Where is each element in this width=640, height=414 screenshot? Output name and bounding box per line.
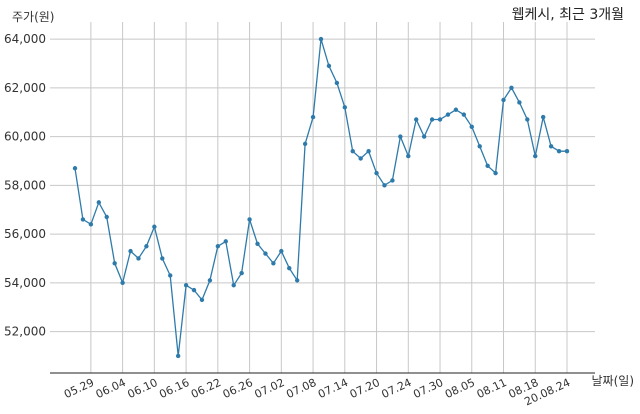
y-tick-label: 58,000 — [4, 178, 46, 192]
data-point — [318, 36, 324, 42]
data-point — [398, 134, 403, 139]
data-point — [160, 256, 165, 261]
data-point — [548, 144, 554, 149]
data-point — [501, 97, 506, 103]
y-axis-label: 주가(원) — [12, 10, 55, 24]
data-points — [72, 36, 570, 359]
data-point — [493, 170, 498, 176]
data-point — [88, 222, 94, 227]
data-point — [175, 353, 181, 359]
x-tick-labels: 05.2906.0406.1006.1606.2206.2607.0207.08… — [62, 376, 572, 408]
x-tick-label: 07.08 — [284, 376, 318, 401]
data-point — [429, 117, 435, 122]
x-tick-label: 07.02 — [253, 376, 287, 401]
data-point — [183, 283, 189, 288]
data-point — [334, 80, 340, 86]
x-tick-label: 07.24 — [380, 376, 414, 401]
y-tick-label: 60,000 — [4, 130, 46, 144]
data-point — [239, 270, 244, 276]
y-tick-label: 54,000 — [4, 276, 46, 290]
data-point — [136, 256, 141, 261]
data-point — [533, 153, 538, 159]
data-point — [207, 278, 213, 283]
data-point — [168, 273, 173, 278]
data-point — [461, 112, 467, 117]
data-point — [326, 63, 332, 69]
data-point — [382, 183, 387, 188]
y-tick-label: 64,000 — [4, 32, 46, 46]
data-point — [310, 114, 316, 120]
y-gridlines — [50, 38, 595, 333]
data-point — [469, 124, 474, 130]
data-point — [540, 114, 546, 120]
x-tick-label: 05.29 — [62, 376, 96, 401]
series-line — [74, 38, 567, 356]
data-point — [525, 117, 530, 122]
data-point — [509, 85, 514, 91]
data-point — [271, 261, 276, 266]
data-point — [104, 214, 109, 220]
x-tick-label: 06.22 — [189, 376, 223, 401]
data-point — [366, 148, 371, 154]
x-tick-label: 08.05 — [443, 376, 477, 401]
data-point — [199, 297, 205, 303]
data-point — [564, 148, 570, 154]
y-tick-label: 52,000 — [4, 325, 46, 339]
data-point — [302, 141, 308, 147]
data-point — [152, 224, 157, 229]
data-point — [112, 261, 117, 266]
x-tick-label: 08.11 — [475, 376, 509, 401]
data-point — [247, 217, 252, 222]
data-point — [287, 265, 292, 271]
data-point — [263, 251, 268, 256]
x-tick-label: 06.10 — [126, 376, 160, 401]
data-point — [80, 217, 86, 222]
data-point — [453, 107, 459, 112]
data-point — [72, 166, 78, 171]
x-tick-label: 07.20 — [348, 376, 382, 401]
data-point — [191, 287, 197, 293]
x-tick-label: 06.16 — [157, 376, 191, 401]
data-point — [406, 153, 411, 159]
x-gridlines — [90, 22, 568, 373]
data-point — [120, 280, 125, 286]
data-point — [445, 112, 451, 117]
data-point — [421, 134, 427, 139]
x-axis-label: 날짜(일) — [591, 374, 634, 388]
x-tick-label: 06.04 — [94, 376, 128, 401]
data-point — [96, 200, 102, 205]
x-tick-label: 06.26 — [221, 376, 255, 401]
data-point — [437, 117, 443, 122]
data-point — [231, 283, 236, 288]
data-point — [215, 244, 221, 249]
y-tick-labels: 52,000 54,000 56,000 58,000 60,000 62,000 64,0… — [4, 32, 46, 339]
data-point — [350, 148, 355, 154]
data-point — [279, 248, 284, 254]
y-tick-label: 56,000 — [4, 227, 46, 241]
data-point — [294, 278, 300, 283]
data-point — [358, 156, 363, 161]
data-point — [342, 105, 348, 110]
data-point — [374, 170, 379, 176]
data-point — [128, 248, 133, 254]
data-point — [517, 100, 522, 105]
x-tick-label: 07.30 — [411, 376, 445, 401]
data-point — [477, 144, 482, 149]
y-tick-label: 62,000 — [4, 81, 46, 95]
data-point — [414, 117, 419, 122]
data-point — [255, 241, 260, 247]
chart-title: 웹케시, 최근 3개월 — [511, 7, 624, 23]
data-point — [144, 244, 149, 249]
data-point — [223, 239, 228, 244]
data-point — [485, 163, 490, 169]
data-point — [390, 178, 395, 183]
x-tick-label: 07.14 — [316, 376, 350, 401]
data-point — [556, 148, 562, 154]
